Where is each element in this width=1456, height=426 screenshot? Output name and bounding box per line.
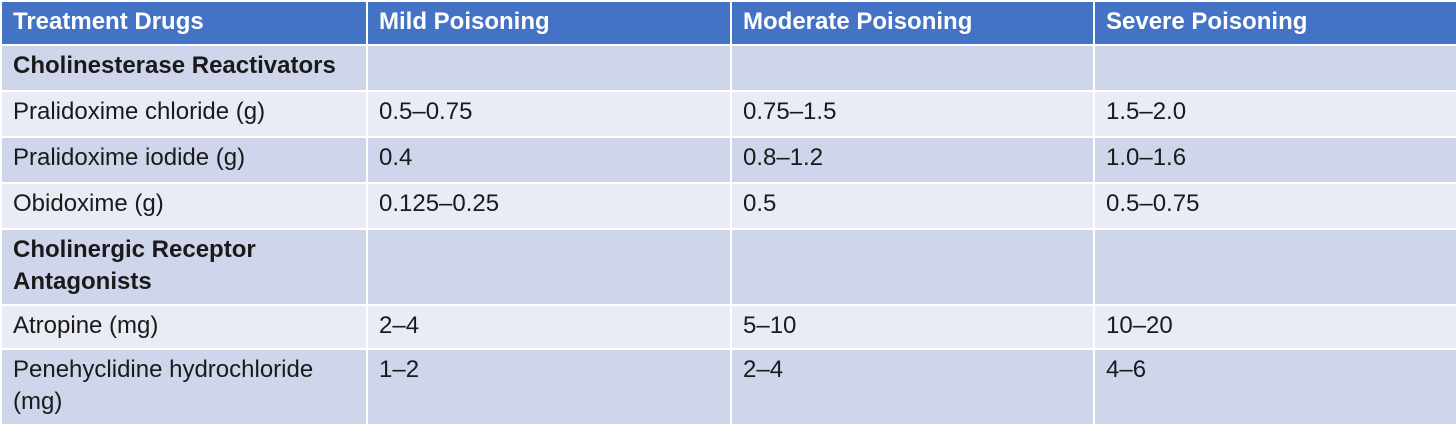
drug-name-cell: Obidoxime (g) [0,182,368,230]
table-cell [1093,228,1456,306]
drug-name-cell: Pralidoxime iodide (g) [0,136,368,184]
table-row: Penehyclidine hydrochloride (mg) 1–2 2–4… [0,348,1456,426]
mild-dose-cell: 1–2 [366,348,732,426]
header-row: Treatment Drugs Mild Poisoning Moderate … [0,0,1456,46]
section-label: Cholinesterase Reactivators [0,44,368,92]
table-cell [366,44,732,92]
severe-dose-cell: 10–20 [1093,304,1456,350]
severe-dose-cell: 4–6 [1093,348,1456,426]
mild-dose-cell: 0.125–0.25 [366,182,732,230]
mild-dose-cell: 2–4 [366,304,732,350]
drug-name-cell: Penehyclidine hydrochloride (mg) [0,348,368,426]
section-row-cholinesterase-reactivators: Cholinesterase Reactivators [0,44,1456,92]
table-row: Pralidoxime chloride (g) 0.5–0.75 0.75–1… [0,90,1456,138]
severe-dose-cell: 0.5–0.75 [1093,182,1456,230]
moderate-dose-cell: 0.75–1.5 [730,90,1095,138]
table-cell [730,44,1095,92]
header-severe-poisoning: Severe Poisoning [1093,0,1456,46]
header-treatment-drugs: Treatment Drugs [0,0,368,46]
moderate-dose-cell: 2–4 [730,348,1095,426]
table-row: Obidoxime (g) 0.125–0.25 0.5 0.5–0.75 [0,182,1456,230]
table-cell [366,228,732,306]
table-row: Pralidoxime iodide (g) 0.4 0.8–1.2 1.0–1… [0,136,1456,184]
severe-dose-cell: 1.0–1.6 [1093,136,1456,184]
header-moderate-poisoning: Moderate Poisoning [730,0,1095,46]
mild-dose-cell: 0.4 [366,136,732,184]
moderate-dose-cell: 5–10 [730,304,1095,350]
table-cell [1093,44,1456,92]
moderate-dose-cell: 0.5 [730,182,1095,230]
drug-name-cell: Atropine (mg) [0,304,368,350]
mild-dose-cell: 0.5–0.75 [366,90,732,138]
section-label: Cholinergic Receptor Antagonists [0,228,368,306]
table-row: Atropine (mg) 2–4 5–10 10–20 [0,304,1456,350]
section-row-cholinergic-receptor-antagonists: Cholinergic Receptor Antagonists [0,228,1456,306]
header-mild-poisoning: Mild Poisoning [366,0,732,46]
table-cell [730,228,1095,306]
drug-name-cell: Pralidoxime chloride (g) [0,90,368,138]
severe-dose-cell: 1.5–2.0 [1093,90,1456,138]
moderate-dose-cell: 0.8–1.2 [730,136,1095,184]
